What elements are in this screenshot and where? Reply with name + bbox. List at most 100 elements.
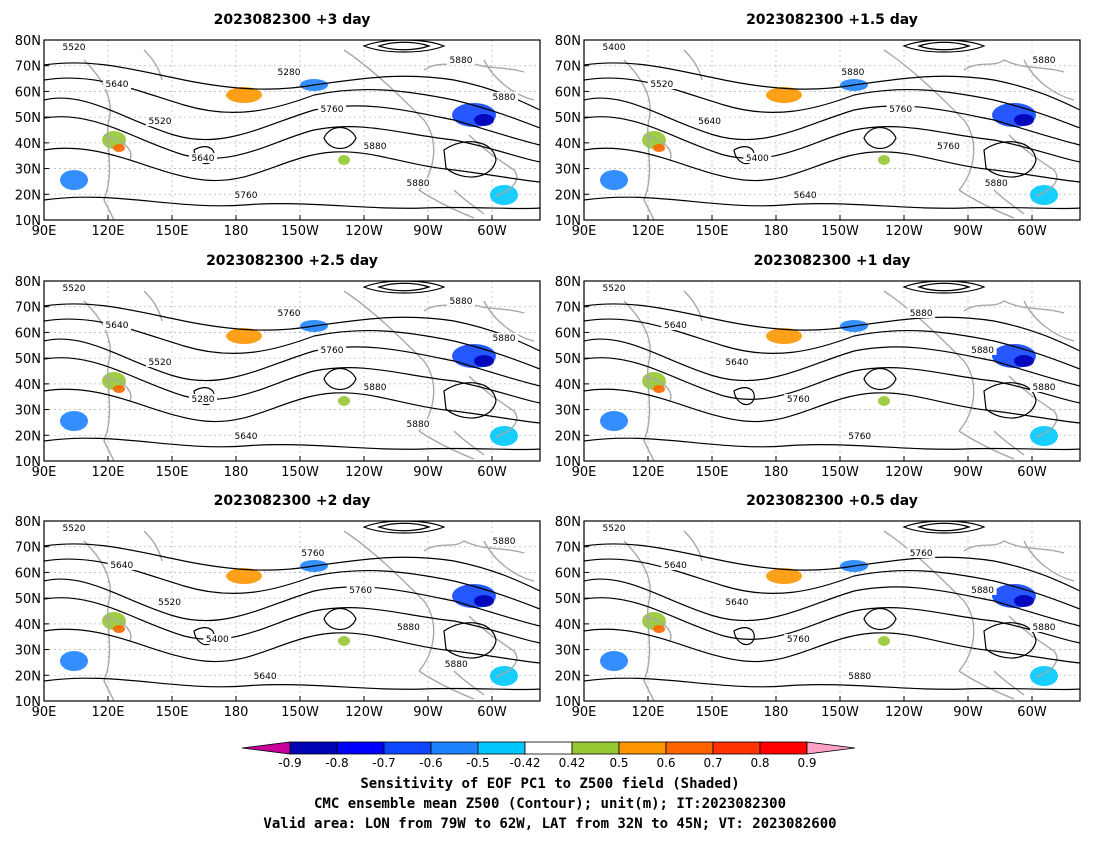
- lon-tick-label: 60W: [477, 705, 507, 720]
- coastline: [963, 59, 1065, 73]
- contour-label-bg: [490, 536, 518, 546]
- z500-contour: [584, 628, 1080, 664]
- contour-label: 5760: [321, 105, 344, 115]
- lat-tick-label: 10N: [15, 455, 41, 470]
- contour-label-bg: [1030, 55, 1058, 65]
- contour-label-bg: [404, 178, 432, 188]
- z500-contour: [584, 97, 1080, 146]
- lon-tick-label: 180: [224, 224, 249, 239]
- lon-tick-label: 90E: [32, 465, 57, 480]
- lon-tick-label: 60W: [1017, 224, 1047, 239]
- z500-contour: [44, 97, 540, 146]
- lat-tick-label: 20N: [15, 669, 41, 684]
- coastline: [623, 300, 655, 461]
- sensitivity-patch: [113, 144, 125, 152]
- colorbar-label: -0.8: [325, 756, 348, 770]
- lat-tick-label: 80N: [555, 275, 581, 290]
- lon-tick-label: 120W: [345, 465, 383, 480]
- coastline: [418, 430, 475, 460]
- coastline: [643, 375, 672, 402]
- lon-tick-label: 150E: [695, 465, 728, 480]
- contour-label: 5880: [445, 660, 468, 670]
- sensitivity-patch: [474, 114, 494, 126]
- z500-contour: [44, 303, 540, 352]
- z500-closed-contour: [377, 522, 431, 532]
- lon-tick-label: 120E: [631, 465, 664, 480]
- z500-contour: [584, 677, 1080, 691]
- z500-contour: [44, 116, 540, 163]
- lon-tick-label: 60W: [1017, 465, 1047, 480]
- coastline: [963, 540, 1065, 554]
- lon-tick-label: 150E: [695, 224, 728, 239]
- coastline: [83, 540, 115, 701]
- coastline: [1023, 59, 1075, 101]
- contour-label: 5520: [603, 524, 626, 534]
- contour-label-bg: [907, 308, 936, 318]
- sensitivity-patch: [878, 636, 890, 646]
- map-panel-6: 2023082300 +0.5 day552056405640576058805…: [555, 493, 1081, 720]
- contour-label-bg: [1030, 382, 1058, 392]
- z500-contour: [44, 677, 540, 691]
- contour-label-bg: [404, 419, 432, 429]
- contour-label: 5880: [450, 297, 473, 307]
- contour-label: 5400: [746, 154, 769, 164]
- z500-closed-contour: [443, 382, 497, 419]
- coastline: [103, 134, 132, 161]
- contour-label-bg: [361, 382, 389, 392]
- colorbar-label: -0.9: [278, 756, 301, 770]
- contour-label: 5760: [848, 432, 871, 442]
- lat-tick-label: 70N: [555, 301, 581, 316]
- contour-label-bg: [189, 394, 217, 404]
- z500-closed-contour: [917, 282, 971, 292]
- z500-closed-contour: [983, 622, 1037, 659]
- z500-closed-contour: [733, 627, 755, 646]
- lat-tick-label: 40N: [555, 137, 581, 152]
- lon-tick-label: 60W: [1017, 705, 1047, 720]
- z500-closed-contour: [863, 126, 897, 150]
- contour-label-bg: [447, 296, 475, 306]
- contour-label-bg: [600, 42, 628, 52]
- contour-label: 5400: [206, 635, 229, 645]
- lon-tick-label: 120E: [91, 224, 124, 239]
- z500-contour: [584, 388, 1080, 424]
- z500-closed-contour: [917, 522, 971, 532]
- panel-frame: [43, 39, 541, 221]
- contour-label: 5880: [1033, 383, 1056, 393]
- sensitivity-patch: [1014, 114, 1034, 126]
- map-area: 5520 5640 5520 5400 5640 5760 5760 5880 5880 5880: [44, 521, 540, 701]
- contour-label: 5760: [787, 635, 810, 645]
- map-area: 5520 5640 5520 5640 5760 5280 5760 5880 5880 5880…: [44, 40, 540, 220]
- sensitivity-patch: [766, 87, 802, 103]
- lon-tick-label: 150W: [281, 705, 319, 720]
- z500-contour: [584, 357, 1080, 404]
- lon-tick-label: 90W: [953, 705, 983, 720]
- footer-line-3: Valid area: LON from 79W to 62W, LAT fro…: [263, 816, 837, 832]
- contour-label-bg: [275, 308, 303, 318]
- panel-frame: [583, 39, 1081, 221]
- z500-contour: [44, 597, 540, 644]
- contour-label-bg: [600, 523, 628, 533]
- contour-label: 5520: [158, 598, 181, 608]
- contour-label: 5880: [493, 537, 516, 547]
- map-background: [584, 281, 1080, 461]
- coastline: [453, 670, 485, 696]
- lon-tick-label: 150W: [821, 705, 859, 720]
- colorbar-segment: [336, 741, 385, 755]
- lat-tick-label: 40N: [555, 618, 581, 633]
- lon-tick-label: 90W: [413, 465, 443, 480]
- lat-tick-label: 10N: [15, 214, 41, 229]
- z500-contour: [44, 338, 540, 387]
- contour-label: 5640: [110, 561, 133, 571]
- coastline: [683, 530, 703, 562]
- contour-label: 5520: [650, 80, 673, 90]
- coastline: [143, 290, 163, 322]
- z500-contour: [44, 77, 540, 129]
- coastline: [643, 134, 672, 161]
- map-panel-3: 2023082300 +2.5 day552056405520528056405…: [15, 253, 541, 480]
- lat-tick-label: 20N: [15, 188, 41, 203]
- contour-label: 5640: [106, 321, 129, 331]
- sensitivity-patch: [878, 396, 890, 406]
- lat-tick-label: 50N: [555, 111, 581, 126]
- coastline: [103, 615, 132, 642]
- lat-tick-label: 50N: [555, 352, 581, 367]
